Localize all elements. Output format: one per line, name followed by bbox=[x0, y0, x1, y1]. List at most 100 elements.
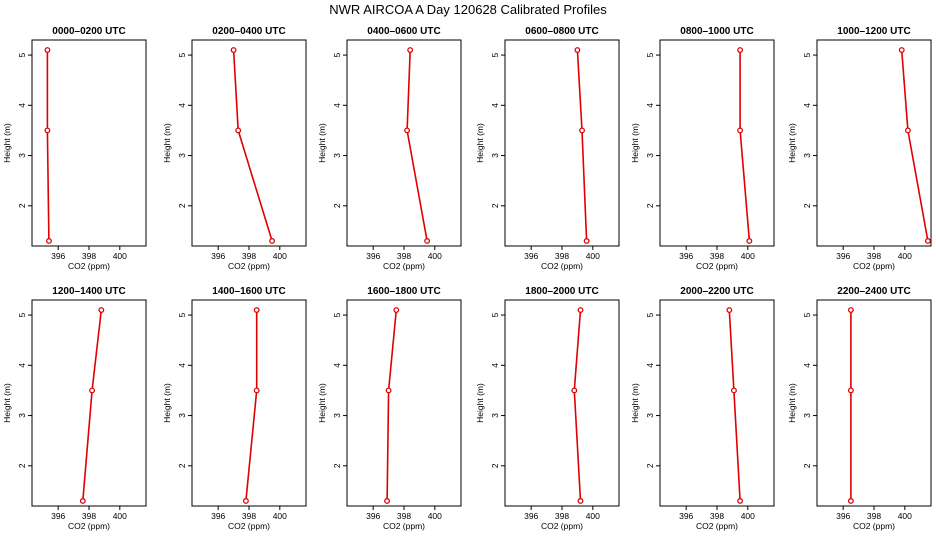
x-tick-label: 398 bbox=[82, 251, 96, 261]
plot-frame bbox=[816, 299, 932, 507]
y-tick-label: 3 bbox=[177, 153, 187, 158]
y-tick-label: 4 bbox=[802, 103, 812, 108]
y-tick-label: 2 bbox=[17, 463, 27, 468]
x-axis-label: CO2 (ppm) bbox=[541, 521, 583, 531]
y-tick-label: 2 bbox=[177, 203, 187, 208]
panel-title: 1800–2000 UTC bbox=[525, 286, 598, 297]
y-tick-label: 4 bbox=[177, 103, 187, 108]
x-tick-label: 396 bbox=[211, 511, 225, 521]
data-point bbox=[404, 127, 411, 134]
y-tick-label: 5 bbox=[332, 312, 342, 317]
data-point bbox=[253, 387, 260, 394]
y-tick-label: 2 bbox=[645, 463, 655, 468]
data-point bbox=[384, 498, 391, 504]
x-tick-label: 396 bbox=[836, 251, 850, 261]
data-point bbox=[898, 47, 905, 53]
x-axis-label: CO2 (ppm) bbox=[68, 261, 110, 271]
x-tick-label: 396 bbox=[366, 511, 380, 521]
y-axis-label: Height (m) bbox=[630, 383, 640, 423]
y-tick-label: 3 bbox=[177, 413, 187, 418]
data-point bbox=[847, 498, 854, 504]
plot-frame bbox=[346, 39, 462, 247]
data-point bbox=[577, 307, 584, 313]
y-tick-label: 5 bbox=[802, 312, 812, 317]
y-axis-label: Height (m) bbox=[2, 123, 12, 163]
y-axis-label: Height (m) bbox=[162, 123, 172, 163]
y-tick-label: 3 bbox=[645, 413, 655, 418]
y-axis-label: Height (m) bbox=[2, 383, 12, 423]
x-tick-label: 396 bbox=[679, 511, 693, 521]
x-tick-label: 398 bbox=[82, 511, 96, 521]
y-tick-label: 2 bbox=[490, 203, 500, 208]
panel: 0200–0400 UTC 396 398 400 2 3 4 5 CO2 (ppm) Heigh… bbox=[162, 26, 307, 271]
profile-line bbox=[82, 309, 103, 502]
panel: 1200–1400 UTC 396 398 400 2 3 4 5 CO2 (ppm) Heigh… bbox=[2, 286, 147, 531]
data-point bbox=[393, 307, 400, 313]
y-tick-label: 5 bbox=[490, 312, 500, 317]
y-tick-label: 4 bbox=[645, 103, 655, 108]
data-point bbox=[424, 238, 431, 244]
panel-title: 0400–0600 UTC bbox=[367, 26, 440, 37]
y-axis-label: Height (m) bbox=[317, 383, 327, 423]
x-tick-label: 396 bbox=[51, 511, 65, 521]
plot-frame bbox=[504, 39, 620, 247]
x-tick-label: 400 bbox=[741, 251, 755, 261]
plot-frame bbox=[191, 39, 307, 247]
data-point bbox=[574, 47, 581, 53]
panel: 0400–0600 UTC 396 398 400 2 3 4 5 CO2 (ppm) Heigh… bbox=[317, 26, 462, 271]
data-point bbox=[385, 387, 392, 394]
plot-frame bbox=[31, 299, 147, 507]
y-tick-label: 3 bbox=[490, 413, 500, 418]
y-tick-label: 3 bbox=[17, 153, 27, 158]
y-tick-label: 5 bbox=[802, 52, 812, 57]
y-tick-label: 2 bbox=[17, 203, 27, 208]
x-axis-label: CO2 (ppm) bbox=[228, 261, 270, 271]
data-point bbox=[89, 387, 96, 394]
x-axis-label: CO2 (ppm) bbox=[228, 521, 270, 531]
data-point bbox=[44, 47, 51, 53]
data-point bbox=[737, 498, 744, 504]
x-tick-label: 398 bbox=[710, 251, 724, 261]
profile-line bbox=[739, 50, 751, 242]
y-tick-label: 2 bbox=[332, 203, 342, 208]
panel-title: 1400–1600 UTC bbox=[212, 286, 285, 297]
x-tick-label: 396 bbox=[679, 251, 693, 261]
profile-line bbox=[573, 309, 582, 502]
x-axis-label: CO2 (ppm) bbox=[383, 261, 425, 271]
x-tick-label: 400 bbox=[273, 251, 287, 261]
y-axis-label: Height (m) bbox=[630, 123, 640, 163]
y-tick-label: 3 bbox=[490, 153, 500, 158]
profile-line bbox=[406, 49, 428, 242]
data-point bbox=[730, 387, 737, 394]
x-axis-label: CO2 (ppm) bbox=[853, 521, 895, 531]
figure-title: NWR AIRCOA A Day 120628 Calibrated Profi… bbox=[329, 2, 607, 17]
y-axis-label: Height (m) bbox=[787, 123, 797, 163]
data-point bbox=[847, 307, 854, 313]
data-point bbox=[583, 238, 590, 244]
panel-title: 0000–0200 UTC bbox=[52, 26, 125, 37]
x-axis-label: CO2 (ppm) bbox=[696, 261, 738, 271]
data-point bbox=[230, 47, 237, 53]
x-axis-label: CO2 (ppm) bbox=[696, 521, 738, 531]
data-point bbox=[847, 387, 854, 394]
plot-frame bbox=[504, 299, 620, 507]
y-tick-label: 2 bbox=[802, 463, 812, 468]
y-tick-label: 5 bbox=[332, 52, 342, 57]
x-tick-label: 398 bbox=[555, 251, 569, 261]
x-tick-label: 398 bbox=[242, 251, 256, 261]
profile-line bbox=[900, 49, 929, 242]
data-point bbox=[737, 127, 744, 134]
data-point bbox=[579, 127, 585, 134]
plot-frame bbox=[816, 39, 932, 247]
x-axis-label: CO2 (ppm) bbox=[541, 261, 583, 271]
x-tick-label: 396 bbox=[836, 511, 850, 521]
x-axis-label: CO2 (ppm) bbox=[383, 521, 425, 531]
x-tick-label: 400 bbox=[741, 511, 755, 521]
x-tick-label: 400 bbox=[428, 251, 442, 261]
data-point bbox=[571, 387, 578, 394]
y-tick-label: 2 bbox=[490, 463, 500, 468]
y-tick-label: 5 bbox=[645, 312, 655, 317]
data-point bbox=[737, 47, 744, 53]
x-tick-label: 398 bbox=[555, 511, 569, 521]
panel-title: 1000–1200 UTC bbox=[837, 26, 910, 37]
